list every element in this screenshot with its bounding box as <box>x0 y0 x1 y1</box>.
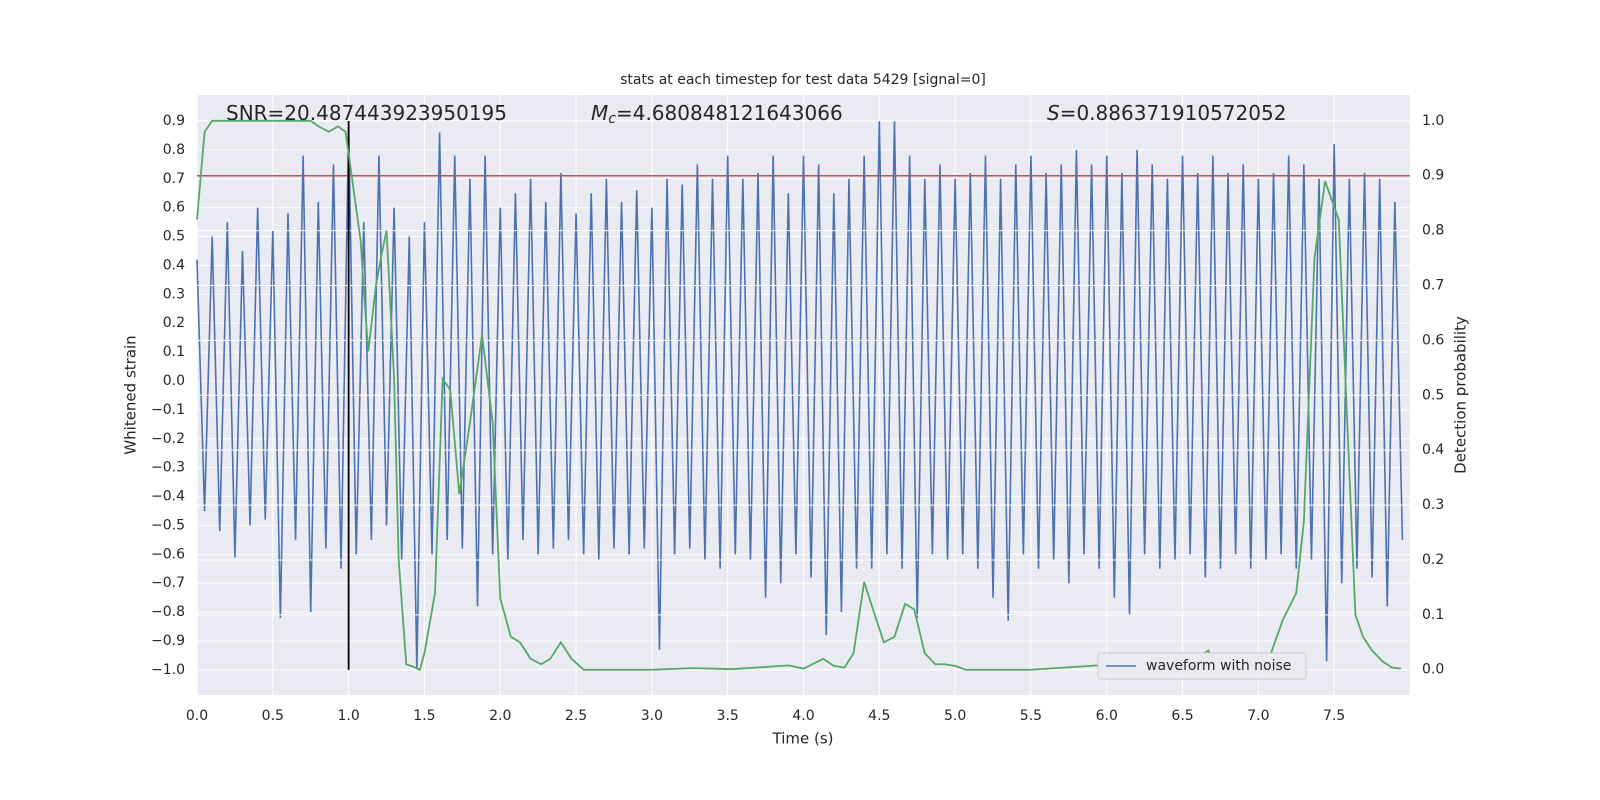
y-tick-label: 0.8 <box>163 142 185 158</box>
y2-tick-label: 0.4 <box>1422 442 1444 458</box>
x-tick-label: 4.5 <box>868 708 890 724</box>
annotation: SNR=20.487443923950195 <box>226 101 507 125</box>
y-tick-label: −0.2 <box>151 431 185 447</box>
series-line <box>196 120 1404 670</box>
y-tick-label: −0.8 <box>151 604 185 620</box>
legend-label: waveform with noise <box>1146 658 1291 674</box>
y-tick-label: −0.7 <box>151 575 185 591</box>
y-tick-label: −1.0 <box>151 662 185 678</box>
y2-tick-label: 0.1 <box>1422 607 1444 623</box>
y-tick-label: 0.0 <box>163 373 185 389</box>
chart-title: stats at each timestep for test data 542… <box>620 72 986 88</box>
annotation-symbol: M <box>591 101 608 125</box>
y-tick-label: 0.1 <box>163 344 185 360</box>
x-tick-label: 6.5 <box>1171 708 1193 724</box>
y2-tick-label: 1.0 <box>1422 113 1444 129</box>
y-tick-label: −0.4 <box>151 489 185 505</box>
x-tick-label: 6.0 <box>1096 708 1118 724</box>
x-tick-label: 7.5 <box>1323 708 1345 724</box>
legend-box <box>1097 652 1307 680</box>
x-tick-label: 0.5 <box>262 708 284 724</box>
annotation: S=0.886371910572052 <box>1047 101 1286 125</box>
annotation-symbol: S <box>1047 101 1060 125</box>
y2-tick-label: 0.5 <box>1422 387 1444 403</box>
y2-tick-label: 0.3 <box>1422 497 1444 513</box>
x-tick-label: 7.0 <box>1247 708 1269 724</box>
y-tick-label: −0.9 <box>151 633 185 649</box>
y-tick-label: 0.4 <box>163 257 185 273</box>
y-tick-label: 0.9 <box>163 113 185 129</box>
annotation-subscript: c <box>608 111 616 127</box>
y-tick-label: −0.1 <box>151 402 185 418</box>
y-tick-label: 0.2 <box>163 315 185 331</box>
x-tick-label: 5.5 <box>1020 708 1042 724</box>
annotation-text: =0.886371910572052 <box>1060 101 1287 125</box>
y2-tick-label: 0.8 <box>1422 223 1444 239</box>
y2-tick-label: 0.0 <box>1422 662 1444 678</box>
y-tick-label: −0.6 <box>151 546 185 562</box>
x-tick-label: 1.5 <box>413 708 435 724</box>
y-axis-label: Whitened strain <box>122 335 140 454</box>
x-tick-label: 4.0 <box>792 708 814 724</box>
x-tick-label: 3.0 <box>641 708 663 724</box>
y-tick-label: 0.7 <box>163 171 185 187</box>
annotation-text: =4.680848121643066 <box>616 101 843 125</box>
y2-tick-label: 0.2 <box>1422 552 1444 568</box>
x-tick-label: 5.0 <box>944 708 966 724</box>
y2-tick-label: 0.7 <box>1422 277 1444 293</box>
y-tick-label: −0.3 <box>151 460 185 476</box>
y2-tick-label: 0.6 <box>1422 332 1444 348</box>
x-tick-label: 1.0 <box>337 708 359 724</box>
y2-tick-label: 0.9 <box>1422 168 1444 184</box>
x-tick-label: 2.0 <box>489 708 511 724</box>
x-tick-label: 2.5 <box>565 708 587 724</box>
annotation: Mc=4.680848121643066 <box>591 101 843 128</box>
y-tick-label: 0.6 <box>163 200 185 216</box>
x-tick-label: 3.5 <box>717 708 739 724</box>
x-tick-label: 0.0 <box>186 708 208 724</box>
y-tick-label: −0.5 <box>151 517 185 533</box>
x-axis-label: Time (s) <box>772 730 834 748</box>
annotation-text: SNR=20.487443923950195 <box>226 101 507 125</box>
y-tick-label: 0.5 <box>163 229 185 245</box>
y2-axis-label: Detection probability <box>1452 316 1470 474</box>
y-tick-label: 0.3 <box>163 286 185 302</box>
